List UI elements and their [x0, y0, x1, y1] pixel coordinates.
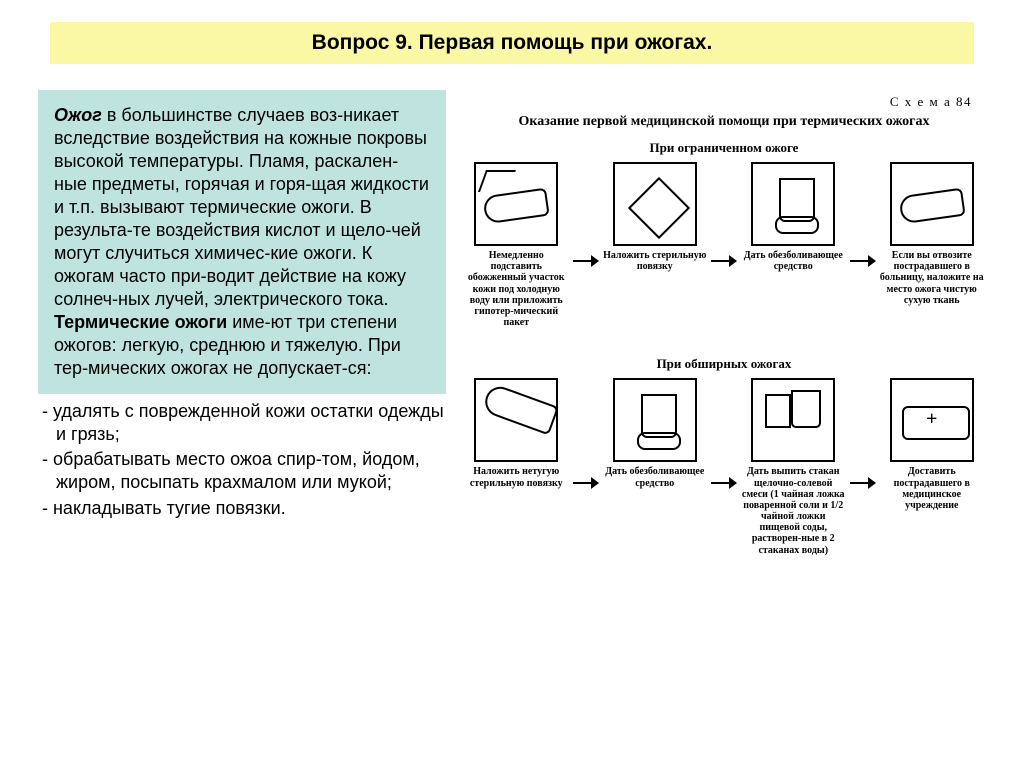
arrow-icon [850, 252, 876, 270]
flow-step: Если вы отвозите пострадавшего в больниц… [880, 162, 985, 306]
scheme-label: С х е м а 84 [890, 94, 972, 110]
left-column: Ожог в большинстве случаев воз-никает вс… [38, 90, 446, 584]
definition-term: Ожог [54, 105, 102, 125]
step-caption: Если вы отвозите пострадавшего в больниц… [880, 250, 985, 306]
section1-title: При ограниченном ожоге [464, 140, 984, 156]
flow-step: Дать обезболивающее средство [741, 162, 846, 272]
step-caption: Дать обезболивающее средство [603, 466, 708, 488]
bullet-item: - накладывать тугие повязки. [42, 497, 446, 520]
step-icon-pills [613, 378, 697, 462]
step-caption: Дать обезболивающее средство [741, 250, 846, 272]
arrow-icon [573, 252, 599, 270]
arrow-icon [711, 252, 737, 270]
flow-row-2: Наложить нетугую стерильную повязку Дать… [464, 378, 984, 556]
step-icon-hand [890, 162, 974, 246]
step-caption: Наложить стерильную повязку [603, 250, 708, 272]
flow-row-1: Немедленно подставить обожженный участок… [464, 162, 984, 328]
bullet-item: - удалять с поврежденной кожи остатки од… [42, 400, 446, 446]
arrow-icon [711, 474, 737, 492]
step-icon-pills [751, 162, 835, 246]
diagram-title: Оказание первой медицинской помощи при т… [464, 114, 984, 130]
section2-title: При обширных ожогах [464, 356, 984, 372]
arrow-icon [573, 474, 599, 492]
step-caption: Дать выпить стакан щелочно-солевой смеси… [741, 466, 846, 556]
title-bar: Вопрос 9. Первая помощь при ожогах. [50, 22, 974, 64]
step-icon-bandage [613, 162, 697, 246]
flow-step: Дать обезболивающее средство [603, 378, 708, 488]
arrow-icon [850, 474, 876, 492]
content-row: Ожог в большинстве случаев воз-никает вс… [38, 90, 988, 584]
bullet-list: - удалять с поврежденной кожи остатки од… [38, 394, 446, 519]
step-caption: Наложить нетугую стерильную повязку [464, 466, 569, 488]
flow-step: Дать выпить стакан щелочно-солевой смеси… [741, 378, 846, 556]
definition-bold: Термические ожоги [54, 312, 227, 332]
step-caption: Немедленно подставить обожженный участок… [464, 250, 569, 328]
flow-step: Доставить пострадавшего в медицинское уч… [880, 378, 985, 511]
definition-body-pre: в большинстве случаев воз-никает вследст… [54, 105, 429, 309]
flow-step: Наложить нетугую стерильную повязку [464, 378, 569, 488]
step-caption: Доставить пострадавшего в медицинское уч… [880, 466, 985, 511]
step-icon-mix [751, 378, 835, 462]
flow-step: Наложить стерильную повязку [603, 162, 708, 272]
step-icon-water [474, 162, 558, 246]
step-icon-ambulance [890, 378, 974, 462]
flow-step: Немедленно подставить обожженный участок… [464, 162, 569, 328]
step-icon-arm [474, 378, 558, 462]
definition-box: Ожог в большинстве случаев воз-никает вс… [38, 90, 446, 394]
page-title: Вопрос 9. Первая помощь при ожогах. [312, 31, 713, 55]
diagram-column: С х е м а 84 Оказание первой медицинской… [464, 90, 984, 584]
bullet-item: - обрабатывать место ожоа спир-том, йодо… [42, 448, 446, 494]
